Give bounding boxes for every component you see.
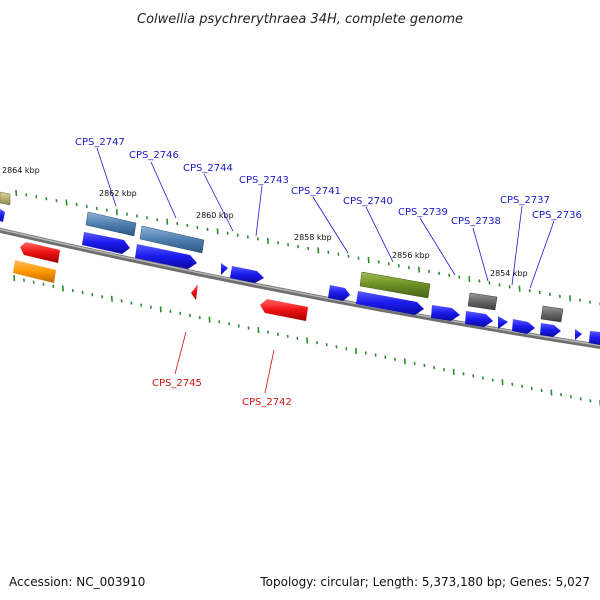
gene-label-cps-2739[interactable]: CPS_2739: [398, 207, 448, 218]
leader-cps-2738: [472, 227, 489, 282]
tick-label-2862: 2862 kbp: [99, 189, 137, 198]
leader-cps-2737: [511, 205, 523, 286]
cds-blue-arrow-2[interactable]: [135, 244, 197, 269]
cds-orange-left[interactable]: [13, 260, 56, 283]
inner-scale-ticks: [13, 274, 600, 407]
reverse-strand-features: [13, 242, 308, 321]
cds-blue-arrow-small-1[interactable]: [221, 263, 228, 275]
label-leaders: [96, 147, 555, 394]
footer-accession: Accession: NC_003910: [9, 575, 145, 589]
gene-labels: CPS_2747 CPS_2746 CPS_2744 CPS_2743 CPS_…: [75, 137, 582, 408]
cds-cps-2746[interactable]: [139, 225, 205, 254]
leader-cps-2740: [365, 206, 394, 263]
leader-cps-2746: [150, 161, 177, 219]
outer-scale-ticks: [15, 189, 600, 306]
footer-summary: Topology: circular; Length: 5,373,180 bp…: [259, 575, 590, 589]
leader-cps-2745: [174, 331, 187, 375]
gene-label-cps-2743[interactable]: CPS_2743: [239, 175, 289, 186]
cds-cps-2740[interactable]: [359, 271, 431, 299]
genome-backbone: [0, 227, 600, 349]
cds-blue-arrow-5[interactable]: [356, 291, 424, 315]
cds-blue-arrow-partial-right[interactable]: [589, 331, 600, 345]
tick-label-2860: 2860 kbp: [196, 211, 234, 220]
cds-blue-arrow-3[interactable]: [230, 266, 264, 283]
leader-cps-2736: [529, 220, 555, 289]
cds-cps-2747[interactable]: [85, 211, 137, 237]
leader-cps-2747: [96, 147, 117, 207]
gene-label-cps-2740[interactable]: CPS_2740: [343, 196, 393, 207]
gene-label-cps-2736[interactable]: CPS_2736: [532, 210, 582, 221]
tick-label-2858: 2858 kbp: [294, 233, 332, 242]
leader-cps-2743: [255, 185, 263, 237]
cds-blue-arrow-small-2[interactable]: [498, 316, 508, 329]
cds-blue-arrow-9[interactable]: [540, 323, 561, 337]
cds-blue-arrow-small-3[interactable]: [575, 329, 582, 340]
gene-label-cps-2742[interactable]: CPS_2742: [242, 397, 292, 408]
cds-cps-2736[interactable]: [540, 305, 564, 323]
cds-khaki-partial[interactable]: [0, 191, 11, 206]
leader-cps-2742: [264, 349, 275, 394]
leader-cps-2744: [203, 173, 234, 232]
cds-cps-2738[interactable]: [467, 292, 498, 311]
cds-blue-arrow-4[interactable]: [328, 285, 350, 301]
cds-blue-arrow-7[interactable]: [465, 311, 493, 327]
gene-label-cps-2744[interactable]: CPS_2744: [183, 163, 233, 174]
tick-label-2856: 2856 kbp: [392, 251, 430, 260]
cds-red-left[interactable]: [20, 242, 60, 263]
map-title: Colwellia psychrerythraea 34H, complete …: [137, 12, 463, 27]
forward-strand-features: [0, 191, 600, 345]
cds-blue-partial[interactable]: [0, 209, 5, 222]
cds-cps-2742[interactable]: [260, 299, 308, 321]
gene-label-cps-2746[interactable]: CPS_2746: [129, 150, 179, 161]
gene-label-cps-2737[interactable]: CPS_2737: [500, 195, 550, 206]
leader-cps-2741: [312, 196, 349, 254]
cds-blue-arrow-6[interactable]: [431, 305, 460, 321]
cds-blue-arrow-8[interactable]: [512, 319, 535, 334]
gene-label-cps-2741[interactable]: CPS_2741: [291, 186, 341, 197]
tick-label-2864: 2864 kbp: [2, 166, 40, 175]
tick-label-2854: 2854 kbp: [490, 269, 528, 278]
cds-blue-arrow-1[interactable]: [82, 232, 130, 254]
cds-cps-2745[interactable]: [191, 284, 198, 300]
leader-cps-2739: [419, 217, 456, 276]
gene-label-cps-2747[interactable]: CPS_2747: [75, 137, 125, 148]
gene-label-cps-2745[interactable]: CPS_2745: [152, 378, 202, 389]
gene-label-cps-2738[interactable]: CPS_2738: [451, 216, 501, 227]
